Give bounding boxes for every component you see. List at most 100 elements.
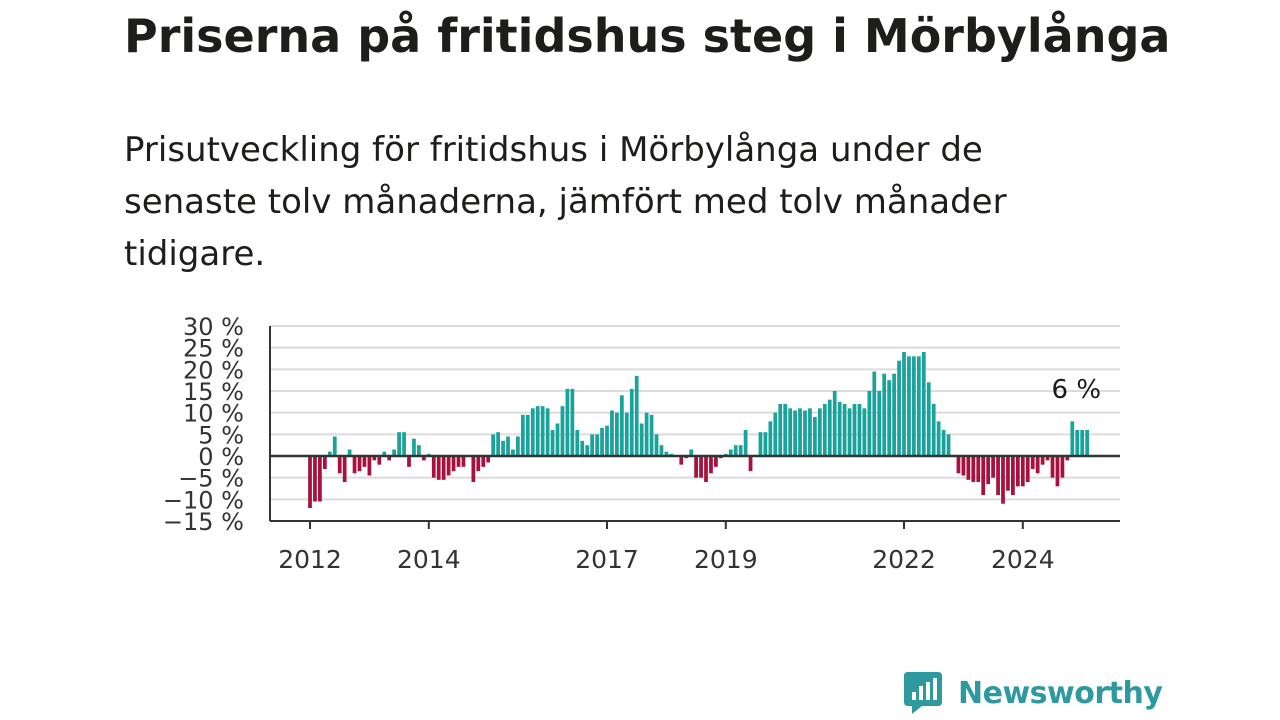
bar [921,352,926,456]
bar [610,410,614,456]
x-tick-label: 2022 [872,545,936,574]
bar [471,456,476,482]
bar [644,412,649,456]
bar [486,456,491,463]
bar [793,410,797,456]
y-tick-label: −5 % [178,465,244,493]
bar [451,456,456,472]
bar [402,432,406,456]
bar [387,456,392,461]
bar [545,408,550,456]
y-tick-label: 5 % [198,421,244,449]
x-axis-tick-labels: 2012 2014 2017 2019 2022 2024 [278,545,1054,574]
bar [822,404,827,456]
bar [941,430,946,456]
bar [476,456,481,472]
bar [634,375,639,456]
bar [540,406,545,456]
bar [585,445,590,456]
bar [600,427,604,456]
bar [1001,456,1005,504]
bar [976,456,981,482]
bar [971,456,976,482]
bar [313,456,317,502]
bar [689,449,694,456]
bar [704,456,708,482]
bar [520,414,525,456]
bar [1015,456,1020,487]
bar [1055,456,1060,487]
bar [817,408,822,456]
newsworthy-logo-icon [904,672,942,714]
bar [847,408,852,456]
bar [441,456,446,480]
bar-chart: 30 %25 %20 %15 %10 %5 %0 %−5 %−10 %−15 %… [163,313,1120,574]
bar [332,436,337,456]
bar [788,408,793,456]
bar [629,388,634,456]
chart-subtitle: Prisutveckling för fritidshus i Mörbylån… [124,130,1007,274]
bar [832,391,837,456]
bar [956,456,961,474]
bar [575,430,580,456]
newsworthy-logo: Newsworthy [902,670,1163,716]
bar [1065,456,1070,461]
bar [966,456,971,480]
bar [456,456,461,467]
bar [446,456,451,476]
bar [842,404,847,456]
x-tick-label: 2014 [397,545,461,574]
bar [808,408,812,456]
chart-title: Priserna på fritidshus steg i Mörbylånga [124,9,1171,63]
bar [837,401,842,456]
bar [996,456,1000,495]
bar [377,456,382,465]
bar [516,436,520,456]
bar [525,414,530,456]
bar [659,445,664,456]
bar [397,432,401,456]
bar [738,445,743,456]
x-tick-label: 2024 [991,545,1055,574]
bar [931,404,936,456]
bar [1011,456,1015,495]
y-tick-label: 10 % [183,400,244,428]
bar [491,434,496,456]
bar [347,449,352,456]
bar [570,388,575,456]
bar [511,449,515,456]
bar [639,423,644,456]
bar [481,456,486,467]
bar [337,456,342,474]
bar [1020,456,1025,487]
bar [496,432,500,456]
bar [664,451,669,456]
bar [431,456,436,478]
bar [421,456,426,461]
bar [743,430,748,456]
bar [308,456,312,508]
bar [461,456,466,467]
x-tick-label: 2017 [575,545,639,574]
axes [269,326,1120,529]
bar [1050,456,1055,478]
bar [555,423,560,456]
bar [897,360,901,456]
bar [813,417,817,456]
bar [728,449,733,456]
bar [773,412,778,456]
bar [852,404,857,456]
bar [902,352,906,456]
bar [436,456,441,480]
bar [1070,421,1075,456]
bar [827,399,832,456]
bar [862,408,867,456]
bar [1006,456,1010,491]
bar [709,456,713,474]
grid-lines [270,325,1120,522]
bar [550,430,555,456]
bar [1040,456,1045,465]
y-axis-tick-labels: 30 %25 %20 %15 %10 %5 %0 %−5 %−10 %−15 % [163,313,244,536]
bar [907,356,911,456]
bar [961,456,966,476]
